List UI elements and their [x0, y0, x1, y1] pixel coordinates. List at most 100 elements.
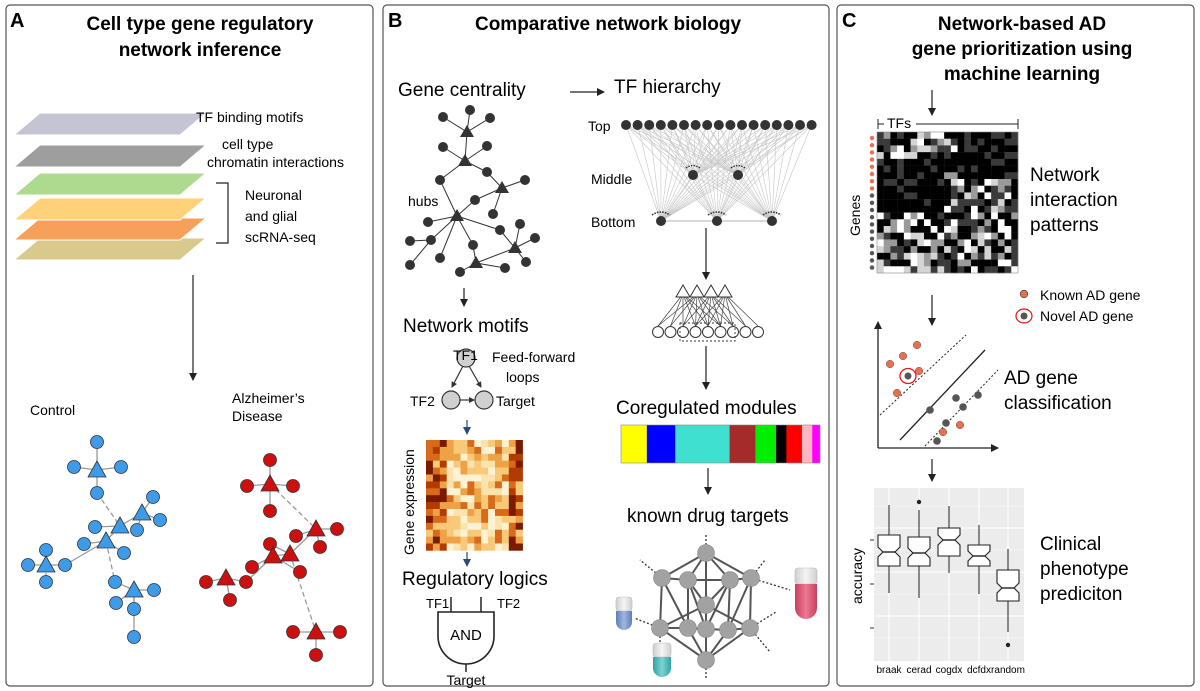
expression-cell — [495, 515, 503, 524]
expression-cell — [488, 467, 496, 475]
matrix-cell — [877, 132, 884, 139]
matrix-cell — [944, 246, 952, 254]
matrix-cell — [957, 246, 965, 254]
matrix-cell — [964, 212, 972, 220]
module-edge — [682, 293, 696, 327]
matrix-cell — [944, 192, 952, 200]
gene-node — [88, 520, 102, 534]
cat-label-cerad: cerad — [906, 665, 931, 676]
matrix-cell — [1004, 145, 1012, 153]
module-color-segment — [646, 425, 676, 463]
expression-cell — [426, 522, 434, 530]
gene-node — [127, 602, 141, 616]
matrix-cell — [883, 158, 891, 166]
matrix-cell — [897, 199, 905, 207]
centrality-gene-node — [465, 105, 475, 115]
gene-node — [39, 543, 53, 557]
ffl-label-line1: Feed-forward — [492, 349, 575, 365]
matrix-cell — [944, 239, 952, 247]
expression-cell — [439, 481, 447, 489]
matrix-cell — [890, 165, 898, 173]
layer-tf-label: TF binding motifs — [196, 109, 303, 125]
matrix-cell — [1004, 199, 1012, 207]
matrix-cell — [977, 246, 985, 254]
matrix-cell — [984, 199, 992, 207]
matrix-cell — [903, 199, 911, 207]
matrix-cell — [924, 185, 931, 193]
drug-network-edge — [727, 577, 752, 631]
matrix-cell — [944, 205, 952, 213]
vial-blue — [615, 596, 633, 630]
matrix-cell — [991, 252, 999, 260]
matrix-cell — [971, 172, 978, 180]
gene-marker — [869, 186, 875, 191]
unlabeled-gene-point — [974, 391, 982, 399]
expression-cell — [481, 515, 489, 524]
module-edge — [657, 293, 698, 327]
matrix-cell — [937, 239, 945, 247]
centrality-gene-node — [423, 217, 433, 227]
expression-cell — [501, 488, 510, 496]
matrix-cell — [917, 205, 925, 213]
matrix-cell — [950, 165, 958, 173]
layer-chrom-label1: cell type — [222, 136, 274, 152]
disease-network — [199, 453, 347, 662]
tf-node — [306, 519, 326, 537]
matrix-cell — [890, 205, 898, 213]
matrix-cell — [964, 172, 972, 180]
expression-cell — [446, 481, 454, 489]
matrix-cell — [917, 252, 925, 260]
known-ad-gene-point — [939, 428, 948, 437]
matrix-cell — [897, 259, 905, 267]
drug-target-network — [633, 534, 791, 680]
expression-cell — [460, 453, 468, 461]
matrix-cell — [944, 226, 952, 233]
hierarchy-edge — [741, 124, 773, 222]
expression-cell — [495, 502, 503, 510]
matrix-cell — [890, 232, 898, 240]
classifier-margin-upper — [879, 334, 967, 416]
unlabeled-gene-point — [959, 403, 967, 411]
known-ad-gene-point — [893, 389, 902, 398]
matrix-cell — [890, 185, 898, 193]
matrix-cell — [944, 179, 952, 186]
centrality-gene-node — [495, 225, 505, 235]
matrix-cell — [910, 158, 918, 166]
matrix-cell — [883, 205, 891, 213]
matrix-cell — [964, 219, 972, 227]
gene-node — [109, 596, 123, 610]
matrix-cell — [984, 152, 992, 160]
matrix-cell — [997, 172, 1005, 180]
expression-cell — [467, 495, 475, 503]
expression-cell — [508, 446, 516, 455]
expression-cell — [474, 481, 482, 489]
unlabeled-gene-point — [942, 419, 950, 427]
matrix-cell — [964, 232, 972, 240]
matrix-cell — [937, 259, 945, 267]
matrix-cell — [917, 185, 925, 193]
matrix-cell — [897, 205, 905, 213]
expression-cell — [439, 502, 447, 510]
expression-cell — [426, 543, 434, 551]
boxplot-box — [907, 536, 931, 567]
matrix-cell — [883, 226, 891, 233]
matrix-cell — [910, 232, 918, 240]
gene-node — [239, 575, 253, 589]
expression-cell — [426, 502, 434, 510]
module-edge — [710, 293, 734, 327]
matrix-cell — [910, 152, 918, 160]
module-color-segment — [786, 425, 803, 463]
matrix-cell — [910, 212, 918, 220]
matrix-cell — [883, 232, 891, 240]
matrix-cell — [877, 205, 884, 213]
matrix-cell — [937, 199, 945, 207]
matrix-cell — [984, 145, 992, 153]
gene-node — [153, 513, 167, 527]
matrix-cell — [930, 158, 938, 166]
matrix-cell — [903, 259, 911, 267]
matrix-cell — [991, 192, 999, 200]
matrix-cell — [957, 205, 965, 213]
expression-cell — [474, 502, 482, 510]
matrix-cell — [971, 138, 978, 146]
matrix-cell — [950, 246, 958, 254]
